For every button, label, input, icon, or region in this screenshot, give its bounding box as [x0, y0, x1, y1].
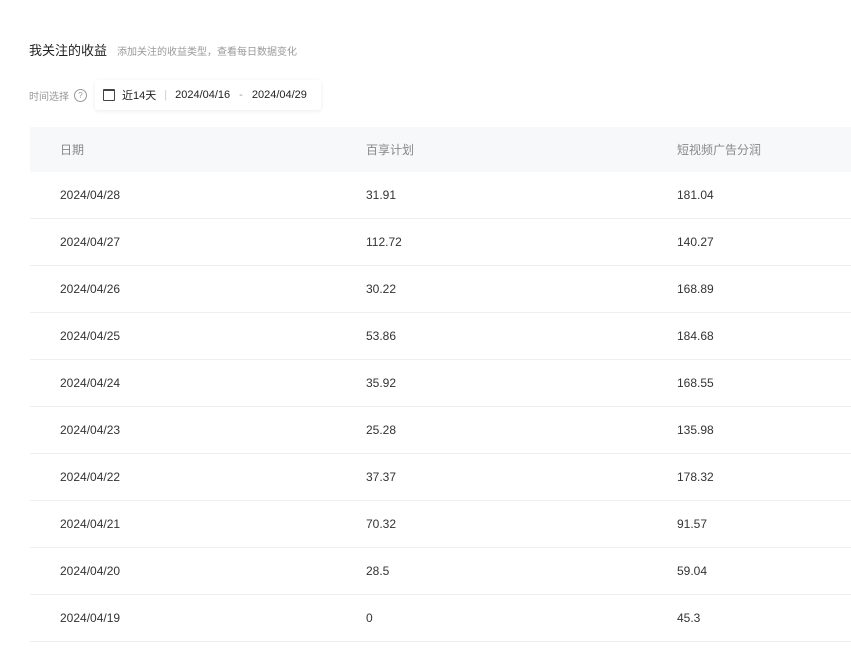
cell-date: 2024/04/22 [60, 470, 121, 484]
cell-video-ads: 181.04 [677, 188, 714, 202]
table-row: 2024/04/26 30.22 168.89 [30, 266, 851, 313]
column-header-video-ads: 短视频广告分润 [677, 143, 762, 157]
table-row: 2024/04/19 0 45.3 [30, 595, 851, 642]
table-row: 2024/04/25 53.86 184.68 [30, 313, 851, 360]
calendar-icon [103, 89, 115, 101]
cell-date: 2024/04/26 [60, 282, 121, 296]
page-title: 我关注的收益 [29, 43, 108, 58]
cell-baixiang: 25.28 [366, 423, 397, 437]
cell-baixiang: 112.72 [366, 235, 402, 249]
cell-date: 2024/04/20 [60, 564, 121, 578]
question-circle-icon[interactable]: ? [74, 88, 87, 102]
date-range-picker[interactable]: 近14天 | 2024/04/16 - 2024/04/29 [95, 80, 321, 110]
cell-date: 2024/04/21 [60, 517, 121, 531]
range-separator: - [239, 89, 243, 101]
cell-baixiang: 0 [366, 611, 373, 625]
cell-video-ads: 135.98 [677, 423, 714, 437]
cell-video-ads: 168.55 [677, 376, 714, 390]
cell-video-ads: 140.27 [677, 235, 714, 249]
cell-date: 2024/04/25 [60, 329, 121, 343]
table-row: 2024/04/28 31.91 181.04 [30, 172, 851, 219]
cell-date: 2024/04/28 [60, 188, 121, 202]
table-header: 日期 百享计划 短视频广告分润 [30, 127, 851, 172]
cell-baixiang: 30.22 [366, 282, 397, 296]
start-date[interactable]: 2024/04/16 [175, 89, 231, 101]
cell-baixiang: 35.92 [366, 376, 397, 390]
table-row: 2024/04/27 112.72 140.27 [30, 219, 851, 266]
cell-video-ads: 168.89 [677, 282, 714, 296]
time-filter: 时间选择 ? 近14天 | 2024/04/16 - 2024/04/29 [29, 80, 321, 110]
time-filter-label: 时间选择 [29, 91, 69, 103]
table-row: 2024/04/24 35.92 168.55 [30, 360, 851, 407]
cell-video-ads: 91.57 [677, 517, 708, 531]
cell-video-ads: 59.04 [677, 564, 708, 578]
cell-video-ads: 45.3 [677, 611, 701, 625]
table-row: 2024/04/22 37.37 178.32 [30, 454, 851, 501]
earnings-table: 日期 百享计划 短视频广告分润 2024/04/28 31.91 181.04 202… [30, 127, 851, 642]
cell-date: 2024/04/19 [60, 611, 121, 625]
table-row: 2024/04/21 70.32 91.57 [30, 501, 851, 548]
page-subtitle: 添加关注的收益类型，查看每日数据变化 [117, 47, 298, 58]
table-row: 2024/04/20 28.5 59.04 [30, 548, 851, 595]
end-date[interactable]: 2024/04/29 [251, 89, 307, 101]
cell-video-ads: 184.68 [677, 329, 714, 343]
column-header-date: 日期 [60, 143, 85, 157]
section-header: 我关注的收益 添加关注的收益类型，查看每日数据变化 [29, 40, 297, 59]
preset-range[interactable]: 近14天 [122, 90, 157, 102]
column-header-baixiang: 百享计划 [366, 143, 415, 157]
cell-date: 2024/04/23 [60, 423, 121, 437]
cell-video-ads: 178.32 [677, 470, 714, 484]
cell-baixiang: 70.32 [366, 517, 397, 531]
cell-baixiang: 53.86 [366, 329, 397, 343]
cell-baixiang: 37.37 [366, 470, 397, 484]
cell-date: 2024/04/27 [60, 235, 121, 249]
cell-baixiang: 28.5 [366, 564, 390, 578]
cell-date: 2024/04/24 [60, 376, 121, 390]
cell-baixiang: 31.91 [366, 188, 397, 202]
divider: | [164, 89, 168, 101]
table-row: 2024/04/23 25.28 135.98 [30, 407, 851, 454]
